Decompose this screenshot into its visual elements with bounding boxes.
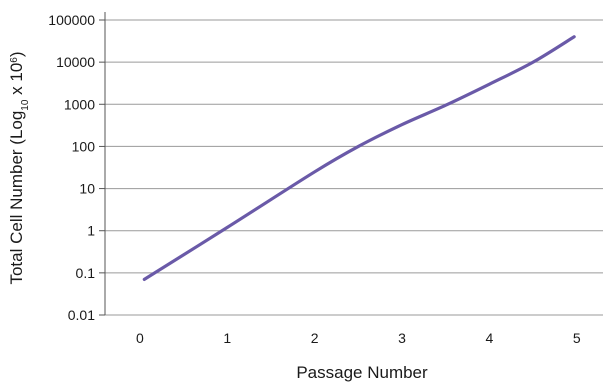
x-tick-label: 4 [486, 330, 494, 346]
x-tick-label: 0 [136, 330, 144, 346]
series [142, 35, 576, 281]
y-tick-label: 0.01 [68, 307, 95, 323]
x-axis-title: Passage Number [296, 363, 428, 382]
y-axis-title-sup: 6 [9, 57, 20, 63]
y-axis-title-prefix: Total Cell Number (Log [7, 111, 26, 285]
x-tick-label: 3 [398, 330, 406, 346]
y-tick-label: 100 [72, 138, 96, 154]
y-axis-title-suffix: ) [7, 51, 26, 57]
series-line [142, 35, 576, 281]
x-tick-label: 5 [573, 330, 581, 346]
y-axis-title: Total Cell Number (Log10 x 106) [7, 51, 31, 284]
y-tick-label: 0.1 [76, 265, 96, 281]
x-tick-label: 1 [223, 330, 231, 346]
x-tick-labels: 0 1 2 3 4 5 [136, 330, 581, 346]
y-tick-label: 1 [87, 223, 95, 239]
y-axis-title-sub: 10 [20, 99, 31, 111]
y-tick-labels: 0.01 0.1 1 10 100 1000 10000 100000 [48, 12, 95, 323]
x-tick-label: 2 [311, 330, 319, 346]
y-tick-label: 100000 [48, 12, 95, 28]
y-tick-label: 10 [79, 181, 95, 197]
axes [99, 12, 106, 316]
gridlines [105, 19, 603, 316]
y-tick-label: 1000 [64, 96, 95, 112]
y-axis-title-middle: x 10 [7, 63, 26, 100]
y-tick-label: 10000 [56, 54, 95, 70]
